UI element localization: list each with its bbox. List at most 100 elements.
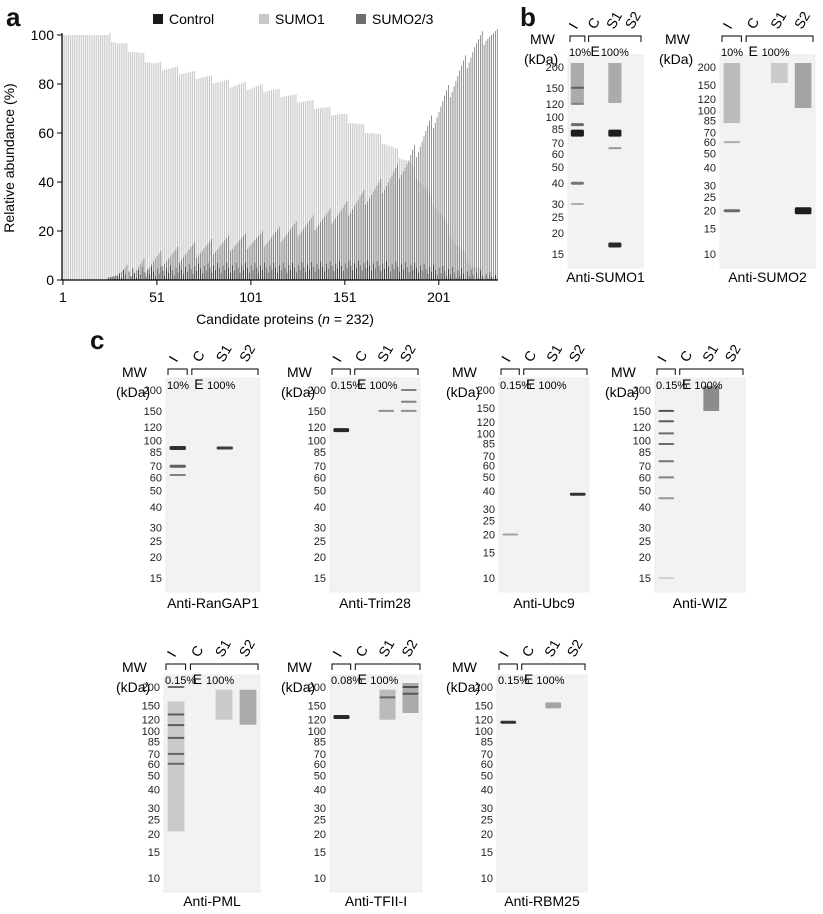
bar-sumo2-3 [192,244,194,280]
bar-control [207,263,209,280]
bar-control [397,266,399,280]
mw-marker-label: 20 [552,228,564,240]
bar-control [412,269,414,280]
bar-sumo1 [169,68,171,280]
bar-sumo1 [246,90,248,280]
eluate-load-label: 100% [369,380,397,392]
bar-control [175,267,177,280]
bar-control [264,262,265,280]
bar-sumo1 [218,82,220,280]
mw-title: MW [122,659,148,675]
bar-sumo1 [319,108,321,280]
bar-sumo2-3 [340,210,342,280]
bar-sumo2-3 [399,178,400,280]
bar-sumo1 [289,95,291,281]
bar-sumo1 [103,35,105,280]
bar-control [489,271,491,280]
bar-sumo1 [133,52,135,281]
bar-sumo2-3 [367,201,368,280]
eluate-label: E [526,376,535,392]
bar-sumo1 [175,66,177,280]
bar-control [218,267,220,280]
band [167,713,185,716]
bar-control [168,273,169,280]
bar-sumo1 [207,76,209,280]
bar-control [121,277,122,280]
bar-control [472,274,474,280]
bar-sumo2-3 [423,136,425,280]
bar-control [109,277,111,280]
eluate-label: E [591,43,600,59]
bar-control [436,275,438,280]
bar-control [453,272,455,280]
antibody-label: Anti-TFII-I [345,893,407,909]
bar-sumo1 [323,107,325,281]
bar-sumo2-3 [293,223,295,280]
bar-control [250,265,252,280]
bar-sumo2-3 [384,189,385,280]
mw-marker-label: 60 [639,472,651,484]
band [378,409,395,412]
band [658,460,675,463]
band [169,445,186,450]
y-tick-label: 80 [38,76,54,92]
bar-sumo2-3 [261,231,263,280]
bar-sumo2-3 [226,238,228,280]
bar-sumo2-3 [143,258,145,280]
bar-control [224,270,226,280]
bar-sumo2-3 [252,242,254,280]
bar-control [365,267,367,280]
lane-label: I [329,648,345,659]
bar-sumo1 [231,87,233,280]
bar-control [297,264,299,280]
bar-control [373,263,374,280]
bar-sumo1 [222,81,224,280]
mw-marker-label: 150 [546,83,564,95]
bar-control [444,271,446,280]
x-tick-label: 101 [239,289,263,305]
mw-marker-label: 200 [633,385,651,397]
bar-sumo1 [190,71,192,280]
bar-sumo1 [278,88,280,280]
lane-label: C [676,348,695,365]
bar-sumo2-3 [489,36,491,281]
mw-marker-label: 40 [150,502,162,514]
bar-control [391,264,393,280]
bar-sumo1 [148,62,150,281]
bar-sumo1 [212,83,214,280]
bar-sumo1 [304,101,306,281]
bar-sumo2-3 [365,204,367,280]
bar-control [145,276,147,280]
mw-marker-label: 120 [142,715,160,727]
mw-marker-label: 120 [633,422,651,434]
bar-control [241,265,243,280]
mw-marker-label: 25 [552,212,564,224]
bar-sumo2-3 [438,111,440,281]
mw-marker-label: 150 [633,406,651,418]
bar-sumo1 [235,85,237,280]
bar-control [433,264,434,280]
bar-sumo2-3 [329,208,331,280]
mw-unit: (kDa) [446,679,480,695]
bar-control [128,271,130,280]
bar-control [341,265,342,280]
bar-sumo2-3 [275,231,276,280]
bar-sumo2-3 [335,218,337,280]
bar-sumo1 [92,35,94,280]
bar-sumo2-3 [459,70,461,281]
legend-label: SUMO1 [275,11,325,27]
smear [794,63,812,108]
bar-control [275,267,276,280]
smear [723,63,741,123]
bar-sumo1 [77,35,79,280]
eluate-load-label: 100% [694,380,722,392]
bar-control [459,275,461,280]
x-tick-label: 1 [59,289,67,305]
bar-control [495,274,496,280]
bar-sumo2-3 [355,202,357,280]
mw-marker-label: 40 [148,785,160,797]
bar-sumo2-3 [278,226,280,280]
bar-sumo1 [131,52,133,281]
bar-control [442,266,444,280]
